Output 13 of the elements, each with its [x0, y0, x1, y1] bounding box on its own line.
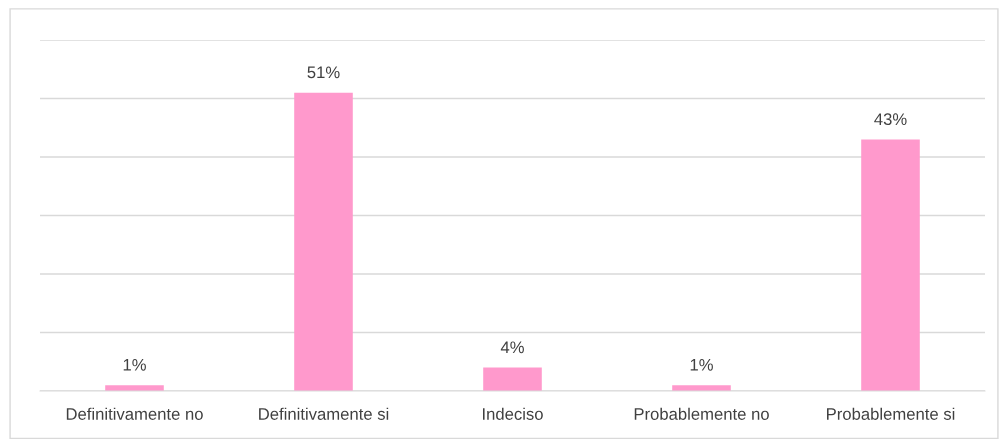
- data-label: 51%: [307, 66, 340, 79]
- x-tick-label: Probablemente si: [827, 407, 955, 420]
- data-label: 1%: [123, 359, 146, 371]
- data-label: 1%: [690, 359, 713, 371]
- data-label: 43%: [874, 113, 907, 126]
- x-tick-label: Definitivamente no: [66, 407, 203, 420]
- bar: [294, 92, 353, 391]
- data-label: 4%: [500, 341, 524, 354]
- bar: [483, 367, 542, 391]
- x-tick-label: Indeciso: [483, 407, 543, 420]
- x-tick-label: Probablemente no: [634, 407, 769, 420]
- x-tick-label: Definitivamente si: [259, 407, 389, 420]
- bar: [861, 139, 920, 391]
